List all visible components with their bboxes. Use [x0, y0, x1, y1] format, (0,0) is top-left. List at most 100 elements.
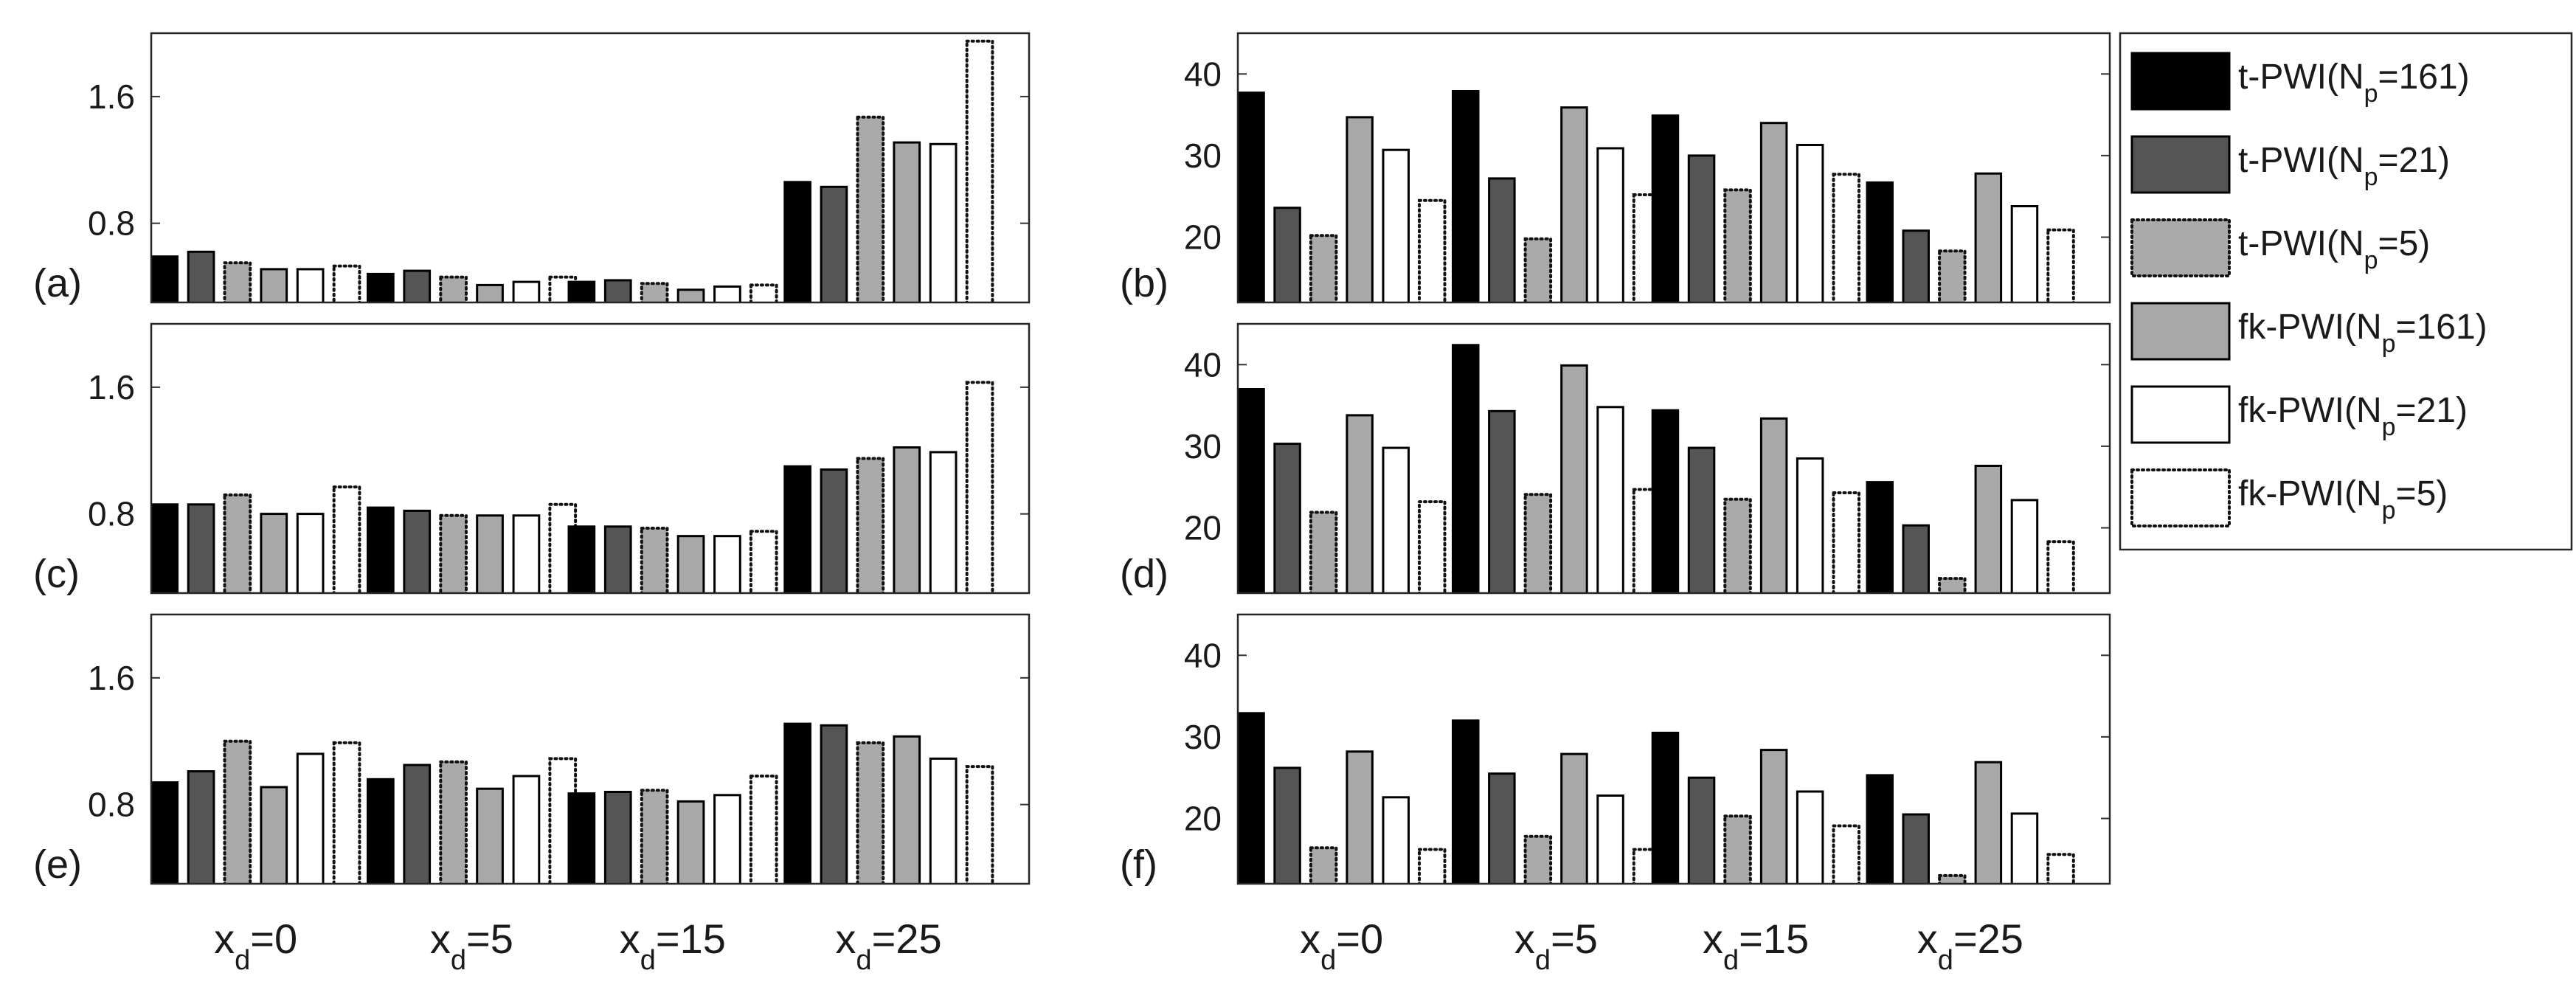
legend-swatch-6: [2130, 468, 2231, 527]
bar-b-series4-group1: [1346, 116, 1374, 302]
panel-b: 20 30 40 (b): [1120, 32, 2111, 305]
bar-b-series3-group1: [1309, 234, 1338, 302]
y-tick-label: 30: [1184, 427, 1222, 465]
bar-a-series1-group2: [367, 272, 395, 302]
bar-d-series3-group1: [1309, 510, 1338, 593]
panel-frame: [1236, 322, 2111, 595]
x-category-label: xd=25: [1917, 915, 2023, 976]
bar-a-series4-group3: [676, 288, 705, 302]
y-tick-label: 1.6: [88, 77, 135, 116]
bar-c-series4-group4: [893, 446, 921, 593]
bar-c-series5-group2: [512, 514, 541, 593]
panel-frame: [150, 613, 1031, 885]
bar-f-series4-group4: [1974, 761, 2003, 884]
bar-a-series6-group4: [965, 39, 994, 302]
bar-e-series6-group4: [965, 765, 994, 884]
bar-c-series5-group1: [296, 513, 325, 593]
panel-a: 0.8 1.6 (a): [33, 32, 1031, 305]
bars: [1238, 90, 2075, 302]
y-tick-label: 30: [1184, 718, 1222, 756]
legend-swatch-2: [2130, 135, 2231, 194]
bar-a-series2-group4: [820, 185, 848, 302]
bar-d-series5-group3: [1796, 457, 1824, 593]
bar-e-series2-group4: [820, 724, 848, 884]
bar-a-series4-group1: [260, 268, 288, 302]
bar-d-series1-group2: [1452, 344, 1480, 593]
bar-a-series1-group3: [567, 280, 596, 302]
bar-f-series5-group1: [1382, 796, 1410, 884]
bars: [151, 722, 994, 884]
bar-e-series6-group3: [749, 775, 778, 884]
bar-e-series1-group2: [367, 778, 395, 884]
bars: [151, 39, 994, 302]
panel-d: 20 30 40 (d): [1120, 322, 2111, 596]
bar-a-series5-group4: [929, 142, 958, 302]
bar-b-series1-group2: [1452, 90, 1480, 302]
y-tick-label: 1.6: [88, 368, 135, 406]
bar-c-series2-group1: [187, 503, 215, 593]
bar-e-series4-group2: [476, 787, 504, 884]
bar-d-series2-group4: [1902, 524, 1930, 593]
bar-b-series2-group1: [1273, 207, 1301, 302]
y-tick-label: 0.8: [88, 204, 135, 243]
bar-d-series1-group1: [1238, 388, 1265, 593]
y-tick-label: 30: [1184, 136, 1222, 175]
panels: 0.8 1.6 (a) 20 30 40 (b) 0.8 1.6 (c) 20 30 40 (d) 0.8 1…: [33, 32, 2111, 887]
panel-label: (c): [33, 552, 80, 596]
panel-label: (e): [33, 842, 82, 887]
bar-a-series2-group2: [403, 269, 432, 302]
legend-label-3: t-PWI(Np=5): [2238, 224, 2430, 274]
bar-b-series2-group3: [1687, 154, 1716, 302]
legend-label-4: fk-PWI(Np=161): [2238, 308, 2487, 358]
bar-f-series3-group4: [1938, 873, 1967, 884]
panel-frame: [1236, 32, 2111, 304]
panel-frame: [150, 322, 1031, 595]
bars: [151, 381, 994, 593]
bar-e-series6-group1: [332, 741, 361, 884]
bar-a-series6-group3: [749, 283, 778, 302]
bars: [1238, 344, 2075, 593]
bar-f-series1-group3: [1651, 731, 1680, 884]
bar-c-series2-group2: [403, 509, 432, 593]
bar-f-series3-group1: [1309, 846, 1338, 884]
bar-a-series2-group3: [603, 279, 632, 302]
bar-b-series4-group3: [1759, 122, 1788, 302]
bar-b-series3-group2: [1523, 237, 1553, 302]
bar-e-series1-group1: [151, 781, 179, 884]
x-category-label: xd=15: [1703, 915, 1809, 976]
bar-e-series5-group2: [512, 775, 541, 884]
bar-c-series5-group3: [713, 535, 741, 593]
bar-d-series5-group2: [1596, 406, 1624, 593]
bar-c-series4-group3: [676, 535, 705, 593]
bar-e-series3-group2: [439, 760, 468, 884]
x-category-label: xd=25: [836, 915, 942, 976]
bar-e-series3-group4: [856, 741, 885, 884]
y-tick-label: 0.8: [88, 495, 135, 533]
bar-a-series5-group3: [713, 285, 741, 302]
bar-f-series6-group3: [1832, 824, 1860, 884]
bar-f-series4-group2: [1560, 752, 1588, 884]
bar-a-series1-group4: [783, 181, 812, 302]
legend: t-PWI(Np=161) t-PWI(Np=21) t-PWI(Np=5) fk-P…: [2119, 32, 2573, 551]
bar-f-series4-group1: [1346, 750, 1374, 884]
bar-b-series1-group3: [1651, 114, 1680, 302]
bar-b-series5-group4: [2010, 205, 2039, 302]
bar-c-series2-group3: [603, 525, 632, 593]
bar-c-series1-group3: [567, 525, 596, 593]
bar-b-series5-group2: [1596, 147, 1624, 302]
bar-e-series5-group3: [713, 794, 741, 884]
bar-a-series6-group1: [332, 264, 361, 302]
bar-b-series6-group4: [2046, 228, 2075, 302]
bar-f-series2-group2: [1488, 772, 1516, 884]
y-tick-label: 20: [1184, 800, 1222, 838]
x-category-label: xd=5: [430, 915, 513, 976]
bar-d-series6-group3: [1832, 491, 1860, 593]
bar-b-series3-group4: [1938, 249, 1967, 302]
panel-label: (a): [33, 261, 82, 305]
legend-swatch-5: [2130, 385, 2231, 444]
legend-swatch-4: [2130, 302, 2231, 361]
legend-label-5: fk-PWI(Np=21): [2238, 391, 2468, 441]
bar-c-series6-group1: [332, 485, 361, 593]
bar-c-series3-group2: [439, 513, 468, 593]
panel-c: 0.8 1.6 (c): [33, 322, 1031, 596]
